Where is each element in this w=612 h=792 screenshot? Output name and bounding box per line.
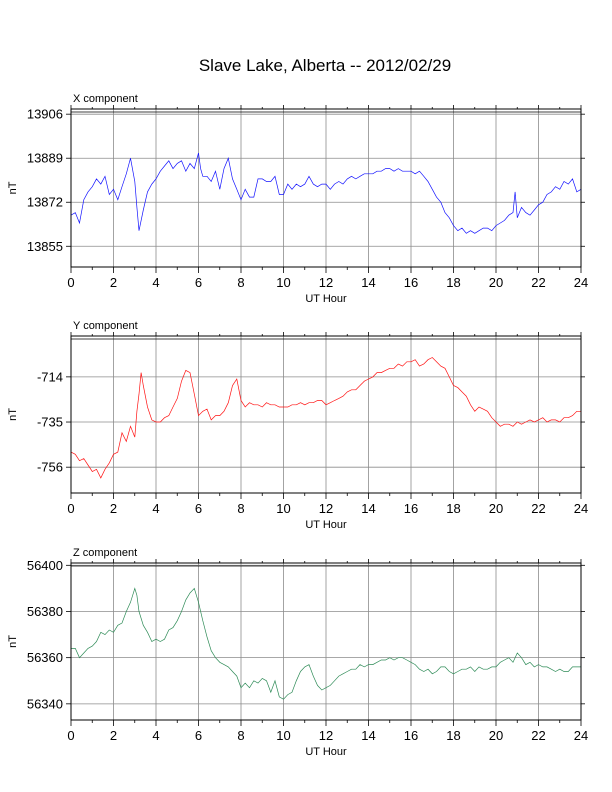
z-x-tick-label: 2	[110, 728, 117, 743]
x-x-tick-label: 22	[531, 275, 545, 290]
z-x-tick-label: 24	[574, 728, 588, 743]
y-x-tick-label: 22	[531, 501, 545, 516]
x-y-axis-label: nT	[7, 181, 19, 194]
y-x-tick-label: 0	[67, 501, 74, 516]
y-x-tick-label: 10	[276, 501, 290, 516]
y-y-tick-label: -735	[37, 415, 63, 430]
z-x-tick-label: 10	[276, 728, 290, 743]
y-series-line	[70, 357, 581, 479]
x-x-tick-label: 6	[195, 275, 202, 290]
x-x-tick-label: 8	[237, 275, 244, 290]
x-x-tick-label: 0	[67, 275, 74, 290]
y-y-tick-label: -756	[37, 460, 63, 475]
y-x-tick-label: 24	[574, 501, 588, 516]
y-x-tick-label: 12	[319, 501, 333, 516]
x-x-axis-label: UT Hour	[305, 293, 347, 305]
z-panel-title: Z component	[73, 547, 137, 559]
x-panel-title: X component	[73, 93, 138, 105]
z-y-tick-label: 56360	[27, 650, 63, 665]
x-component-panel: 0 2 4 6 8 10 12 14 16 18 20 22 241385513872138891390…	[7, 93, 588, 305]
y-panel-title: Y component	[73, 320, 138, 332]
x-x-tick-label: 12	[319, 275, 333, 290]
x-x-tick-label: 10	[276, 275, 290, 290]
z-y-tick-label: 56340	[27, 696, 63, 711]
x-x-tick-label: 18	[446, 275, 460, 290]
z-y-tick-label: 56400	[27, 558, 63, 573]
y-y-tick-label: -714	[37, 369, 63, 384]
z-x-tick-label: 22	[531, 728, 545, 743]
x-x-tick-label: 20	[489, 275, 503, 290]
z-x-tick-label: 18	[446, 728, 460, 743]
z-x-axis-label: UT Hour	[305, 746, 347, 758]
z-y-tick-label: 56380	[27, 604, 63, 619]
y-x-axis-label: UT Hour	[305, 519, 347, 531]
z-x-tick-label: 4	[152, 728, 159, 743]
z-x-tick-label: 8	[237, 728, 244, 743]
x-x-tick-label: 24	[574, 275, 588, 290]
x-y-tick-label: 13872	[27, 195, 63, 210]
y-x-tick-label: 8	[237, 501, 244, 516]
z-x-tick-label: 14	[361, 728, 375, 743]
z-x-tick-label: 6	[195, 728, 202, 743]
z-x-tick-label: 12	[319, 728, 333, 743]
y-y-axis-label: nT	[7, 408, 19, 421]
y-x-tick-label: 4	[152, 501, 159, 516]
z-component-panel: 0 2 4 6 8 10 12 14 16 18 20 22 245634056360563805640…	[7, 547, 588, 758]
y-x-tick-label: 20	[489, 501, 503, 516]
y-x-tick-label: 14	[361, 501, 375, 516]
page-title: Slave Lake, Alberta -- 2012/02/29	[198, 56, 452, 75]
x-y-tick-label: 13906	[27, 107, 63, 122]
y-x-tick-label: 16	[404, 501, 418, 516]
x-x-tick-label: 14	[361, 275, 375, 290]
z-x-tick-label: 0	[67, 728, 74, 743]
z-series-line	[71, 587, 581, 700]
z-x-tick-label: 20	[489, 728, 503, 743]
x-x-tick-label: 2	[110, 275, 117, 290]
z-x-tick-label: 16	[404, 728, 418, 743]
x-x-tick-label: 4	[152, 275, 159, 290]
x-series-line	[70, 152, 582, 234]
x-y-tick-label: 13855	[27, 239, 63, 254]
y-x-tick-label: 18	[446, 501, 460, 516]
x-x-tick-label: 16	[404, 275, 418, 290]
z-y-axis-label: nT	[7, 635, 19, 648]
y-x-tick-label: 6	[195, 501, 202, 516]
x-y-tick-label: 13889	[27, 151, 63, 166]
y-x-tick-label: 2	[110, 501, 117, 516]
